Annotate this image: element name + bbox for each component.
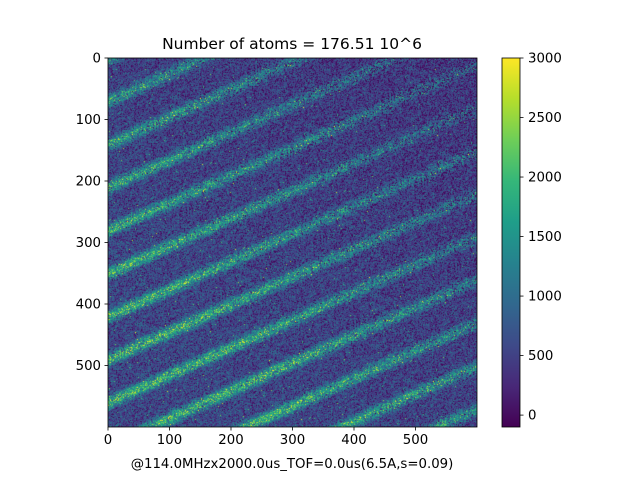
colorbar: 0 500 1000 1500 2000 2500 3000 [501,52,562,428]
y-tick-label: 500 [76,359,101,374]
colorbar-tick-label: 3000 [528,52,562,67]
y-tick-label: 200 [76,175,101,190]
colorbar-tick-label: 0 [528,409,536,424]
x-tick-label: 300 [280,433,305,448]
colorbar-gradient [502,58,520,427]
y-tick-label: 0 [93,52,101,67]
y-tick-label: 300 [76,236,101,251]
y-axis: 0 100 200 300 400 500 [76,52,108,374]
colorbar-tick-label: 1500 [528,230,562,245]
x-tick-label: 100 [157,433,182,448]
colorbar-tick-label: 2000 [528,171,562,186]
y-tick-label: 100 [76,113,101,128]
colorbar-tick-label: 500 [528,349,553,364]
y-tick-label: 400 [76,298,101,313]
x-axis-label: @114.0MHzx2000.0us_TOF=0.0us(6.5A,s=0.09… [131,457,454,472]
x-axis: 0 100 200 300 400 500 [104,427,428,448]
x-tick-label: 200 [218,433,243,448]
x-tick-label: 0 [104,433,112,448]
x-tick-label: 500 [403,433,428,448]
colorbar-tick-label: 1000 [528,290,562,305]
colorbar-tick-label: 2500 [528,111,562,126]
colorbar-ticks: 0 500 1000 1500 2000 2500 3000 [520,52,562,424]
colorbar-frame [501,57,521,428]
chart-title: Number of atoms = 176.51 10^6 [162,35,422,53]
heatmap-canvas [108,58,477,427]
heatmap-area [107,57,478,428]
x-tick-label: 400 [341,433,366,448]
